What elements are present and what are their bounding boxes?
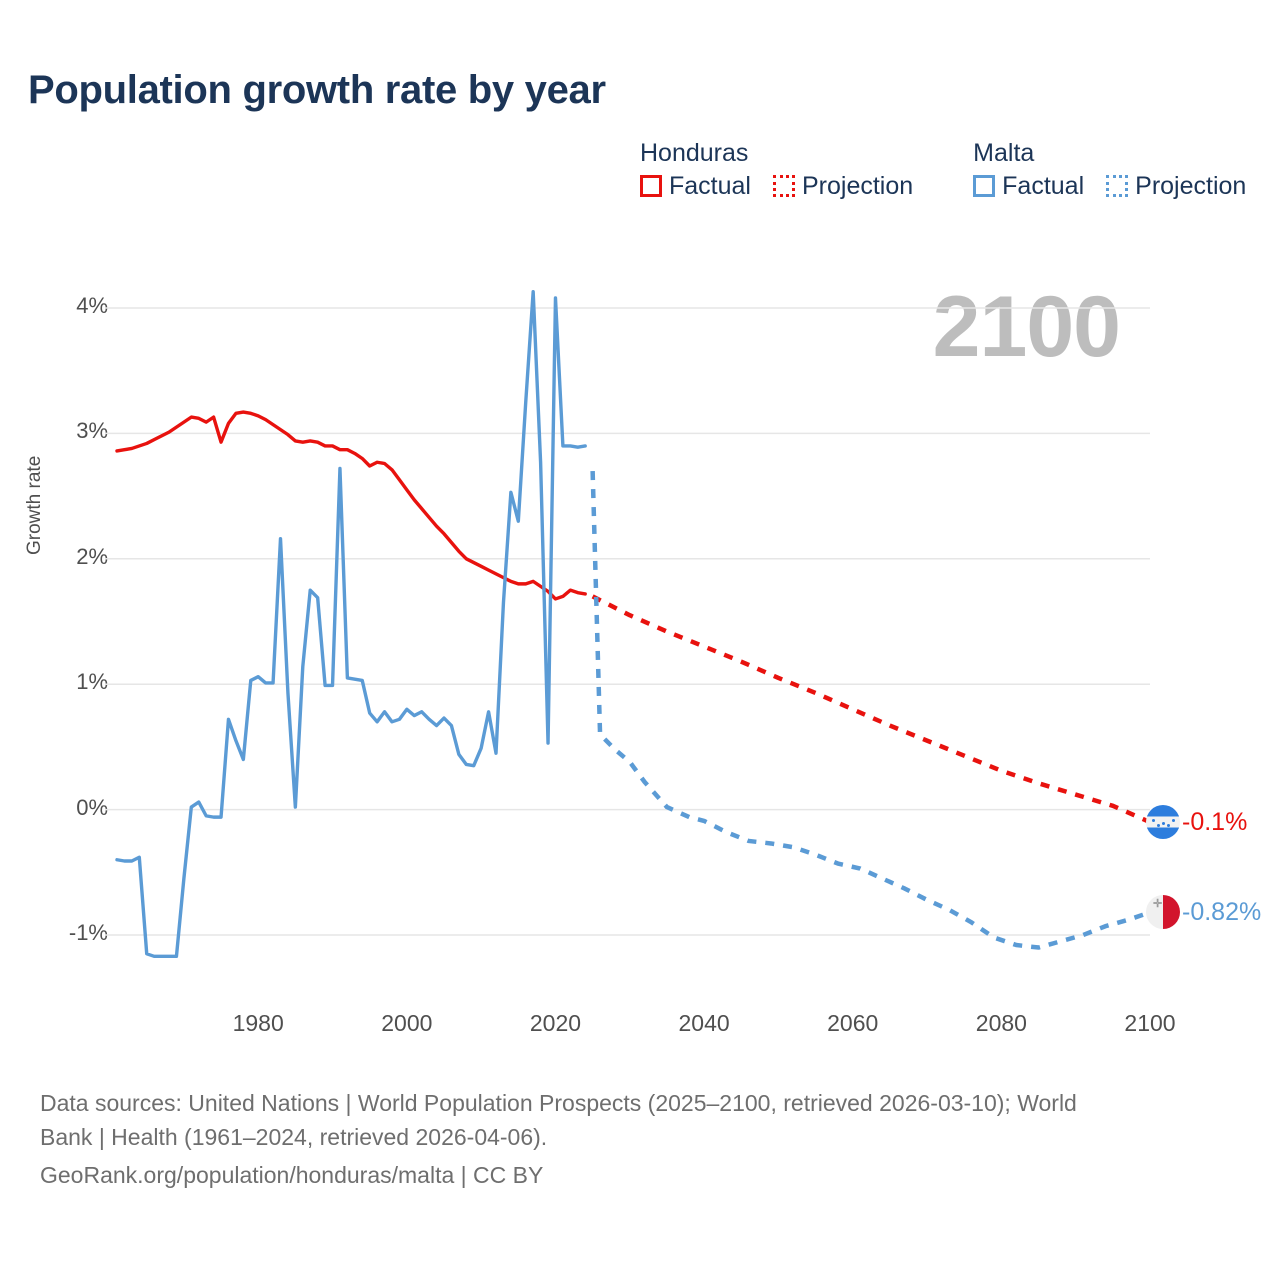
legend-swatch-dotted-icon [1106, 175, 1129, 197]
series-line-malta-projection [590, 470, 1151, 950]
x-tick-label: 2080 [975, 1010, 1027, 1036]
legend-row-malta: Factual Projection [973, 172, 1246, 201]
series-line-honduras-projection [591, 594, 1151, 825]
year-watermark: 2100 [932, 279, 1121, 375]
legend-swatch-solid-icon [973, 175, 996, 197]
x-tick-label: 1980 [232, 1010, 284, 1036]
y-tick-label: 0% [76, 794, 108, 820]
legend-item-malta-projection[interactable]: Projection [1106, 172, 1246, 201]
y-axis-label: Growth rate [24, 455, 45, 555]
page-title: Population growth rate by year [28, 68, 606, 112]
series-line-malta-factual [115, 290, 587, 959]
legend-item-honduras-factual[interactable]: Factual [640, 172, 751, 201]
x-tick-label: 2100 [1124, 1010, 1176, 1036]
chart-gridlines [105, 307, 1150, 936]
malta-flag-red-half [1163, 895, 1180, 930]
chart-series-lines [115, 290, 1151, 959]
y-tick-label: -1% [68, 920, 108, 945]
end-marker-honduras: -0.1% [1146, 805, 1248, 840]
malta-flag-icon: ✛ [1146, 895, 1180, 930]
end-value-honduras: -0.1% [1182, 807, 1248, 836]
x-tick-label: 2020 [529, 1010, 582, 1036]
end-value-malta: -0.82% [1182, 897, 1262, 926]
footer-sources: Data sources: United Nations | World Pop… [40, 1086, 1240, 1192]
legend-item-honduras-projection[interactable]: Projection [772, 171, 914, 201]
legend-swatch-dotted-icon [772, 175, 795, 197]
legend-label-malta-projection: Projection [1135, 171, 1247, 200]
y-tick-label: 2% [76, 543, 108, 569]
legend-label-malta-factual: Factual [1002, 171, 1085, 200]
legend-label-honduras-projection: Projection [801, 171, 914, 200]
legend-label-honduras-factual: Factual [669, 171, 751, 200]
y-tick-label: 1% [76, 669, 108, 695]
honduras-flag-stars [1146, 819, 1180, 828]
legend-swatch-solid-icon [640, 175, 662, 197]
y-tick-label: 4% [76, 293, 108, 318]
x-tick-label: 2040 [678, 1010, 730, 1036]
series-line-honduras-factual [115, 410, 587, 601]
legend-country-malta: Malta [973, 139, 1035, 167]
honduras-flag-icon [1146, 805, 1180, 840]
malta-flag-cross-icon: ✛ [1153, 898, 1163, 911]
footer-line-2: Bank | Health (1961–2024, retrieved 2026… [40, 1124, 548, 1151]
legend-group-malta: Malta Factual Projection [973, 139, 1246, 201]
legend-group-honduras: Honduras Factual Projection [640, 139, 913, 201]
footer-line-1: Data sources: United Nations | World Pop… [40, 1090, 1077, 1116]
x-tick-label: 2060 [827, 1010, 879, 1036]
legend-country-honduras: Honduras [640, 139, 749, 167]
end-marker-malta: ✛ -0.82% [1146, 895, 1262, 930]
chart-legend: Honduras Factual Projection Malta Factua… [640, 139, 1246, 201]
legend-item-malta-factual[interactable]: Factual [973, 172, 1084, 201]
legend-row-honduras: Factual Projection [640, 172, 913, 201]
y-tick-label: 3% [76, 418, 108, 444]
x-tick-label: 2000 [381, 1010, 433, 1036]
footer-line-3[interactable]: GeoRank.org/population/honduras/malta | … [40, 1162, 544, 1189]
